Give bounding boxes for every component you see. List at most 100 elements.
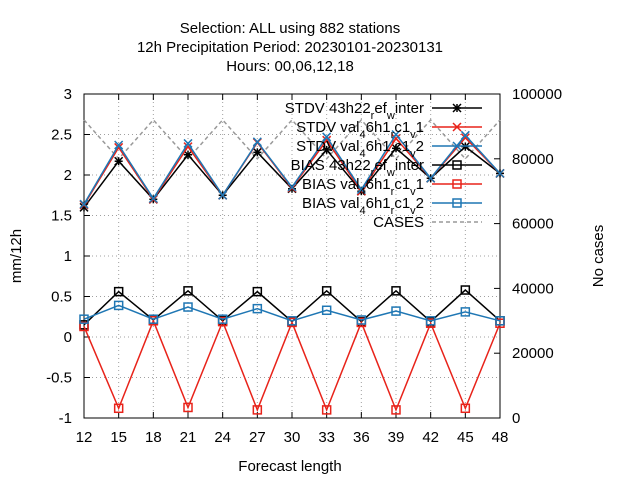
x-tick-label: 33 <box>318 429 335 446</box>
data-point-1 <box>391 134 401 144</box>
data-point-2 <box>148 193 158 204</box>
marker-stroke <box>322 132 332 142</box>
marker-stroke <box>356 186 366 196</box>
legend-label-part: v <box>410 205 416 217</box>
x-tick-label: 24 <box>214 429 231 446</box>
legend-label-part: 2 <box>416 138 424 155</box>
legend-marker <box>452 198 462 208</box>
marker-square <box>252 303 263 314</box>
legend-label-part: inter <box>395 157 424 174</box>
legend-label-part: ef <box>374 157 387 174</box>
legend-label: BIAS val46h1rc1v2 <box>302 195 424 217</box>
legend-marker <box>452 160 462 170</box>
data-point-4 <box>113 403 124 414</box>
data-point-2 <box>287 182 297 192</box>
data-point-2 <box>218 190 228 200</box>
axes: 12 15 18 21 24 27 30 33 36 39 42 45 48-1-0.500.511.5… <box>46 86 562 446</box>
legend-label-part: STDV 43h22 <box>285 100 371 117</box>
data-point-0 <box>183 150 193 160</box>
data-point-2 <box>460 130 470 140</box>
legend-label-part: 1 <box>416 176 424 193</box>
data-point-1 <box>322 135 332 145</box>
series-line-6 <box>83 118 501 160</box>
x-tick-label: 15 <box>110 429 127 446</box>
legend-label-part: r <box>371 110 375 122</box>
data-point-0 <box>114 156 124 166</box>
legend-label-part: w <box>386 167 395 179</box>
legend-label-part: BIAS val <box>302 176 360 193</box>
plot-frame <box>83 93 501 419</box>
legend-label-part: 4 <box>359 129 365 141</box>
y-tick-label: 2 <box>64 167 72 184</box>
series-line-5 <box>83 304 501 322</box>
marker-stroke <box>183 142 193 152</box>
legend-label-part: v <box>410 186 416 198</box>
marker-square <box>452 160 462 170</box>
y-tick-label: 0.5 <box>51 289 72 306</box>
marker-stroke <box>114 140 124 150</box>
legend-label-part: 6h1 <box>366 176 391 193</box>
legend-label-part: BIAS val <box>302 195 360 212</box>
data-point-5 <box>183 302 193 312</box>
x-tick-label: 36 <box>353 429 370 446</box>
data-point-5 <box>321 305 332 316</box>
data-point-3 <box>460 285 471 295</box>
marker-stroke <box>391 129 401 140</box>
marker-square <box>287 316 297 326</box>
legend-entry-1: STDV val46h1rc1v1 <box>296 119 482 141</box>
marker-square <box>217 314 228 324</box>
marker-square <box>425 316 436 326</box>
legend-label: CASES <box>373 214 424 231</box>
legend-entry-5: BIAS val46h1rc1v2 <box>302 195 482 217</box>
y-tick-label: -1 <box>59 410 72 427</box>
data-point-2 <box>495 168 505 178</box>
marker-stroke <box>426 173 436 183</box>
legend-label-part: 1 <box>416 119 424 136</box>
marker-square <box>391 405 401 415</box>
y-tick-label: 2.5 <box>51 127 72 144</box>
series-line-4 <box>83 318 501 412</box>
legend-marker <box>452 179 462 189</box>
legend-label-part: c1 <box>394 119 410 136</box>
chart-title: Selection: ALL using 882 stations 12h Pr… <box>137 20 443 75</box>
data-point-5 <box>425 316 436 326</box>
legend-label-part: v <box>410 148 416 160</box>
data-point-4 <box>252 405 263 415</box>
marker-square <box>391 306 401 316</box>
marker-stroke <box>391 134 401 144</box>
legend-label-part: c1 <box>394 138 410 155</box>
marker-square <box>183 286 193 296</box>
marker-square <box>252 286 263 297</box>
legend-marker <box>452 103 462 113</box>
data-point-2 <box>252 137 262 147</box>
marker-stroke <box>452 141 462 151</box>
marker-stroke <box>218 190 228 200</box>
legend-label: STDV val46h1rc1v2 <box>296 138 424 160</box>
marker-square <box>460 307 471 317</box>
legend-label: BIAS val46h1rc1v1 <box>302 176 424 198</box>
data-point-5 <box>356 315 367 325</box>
marker-stroke <box>322 135 332 145</box>
legend-entry-4: BIAS val46h1rc1v1 <box>302 176 482 198</box>
data-point-1 <box>356 186 366 196</box>
legend-label-part: 4 <box>359 205 365 217</box>
legend-label: STDV 43h22refwinter <box>285 100 424 122</box>
y2-tick-label: 100000 <box>512 86 562 103</box>
marker-stroke <box>452 122 462 132</box>
legend-label-part: 6h1 <box>366 138 391 155</box>
legend-label-part: 4 <box>359 186 365 198</box>
marker-square <box>391 286 401 296</box>
legend-entry-2: STDV val46h1rc1v2 <box>296 138 482 160</box>
marker-square <box>183 402 193 413</box>
marker-stroke <box>356 185 366 195</box>
title-line-3: Hours: 00,06,12,18 <box>226 58 354 75</box>
data-point-4 <box>183 402 193 413</box>
legend-label-part: r <box>371 167 375 179</box>
marker-stroke <box>495 168 505 178</box>
data-point-2 <box>391 129 401 140</box>
marker-square <box>113 403 124 414</box>
series-layer <box>79 118 505 415</box>
grid-lines <box>84 94 500 418</box>
x-tick-label: 45 <box>457 429 474 446</box>
marker-stroke <box>183 138 193 148</box>
